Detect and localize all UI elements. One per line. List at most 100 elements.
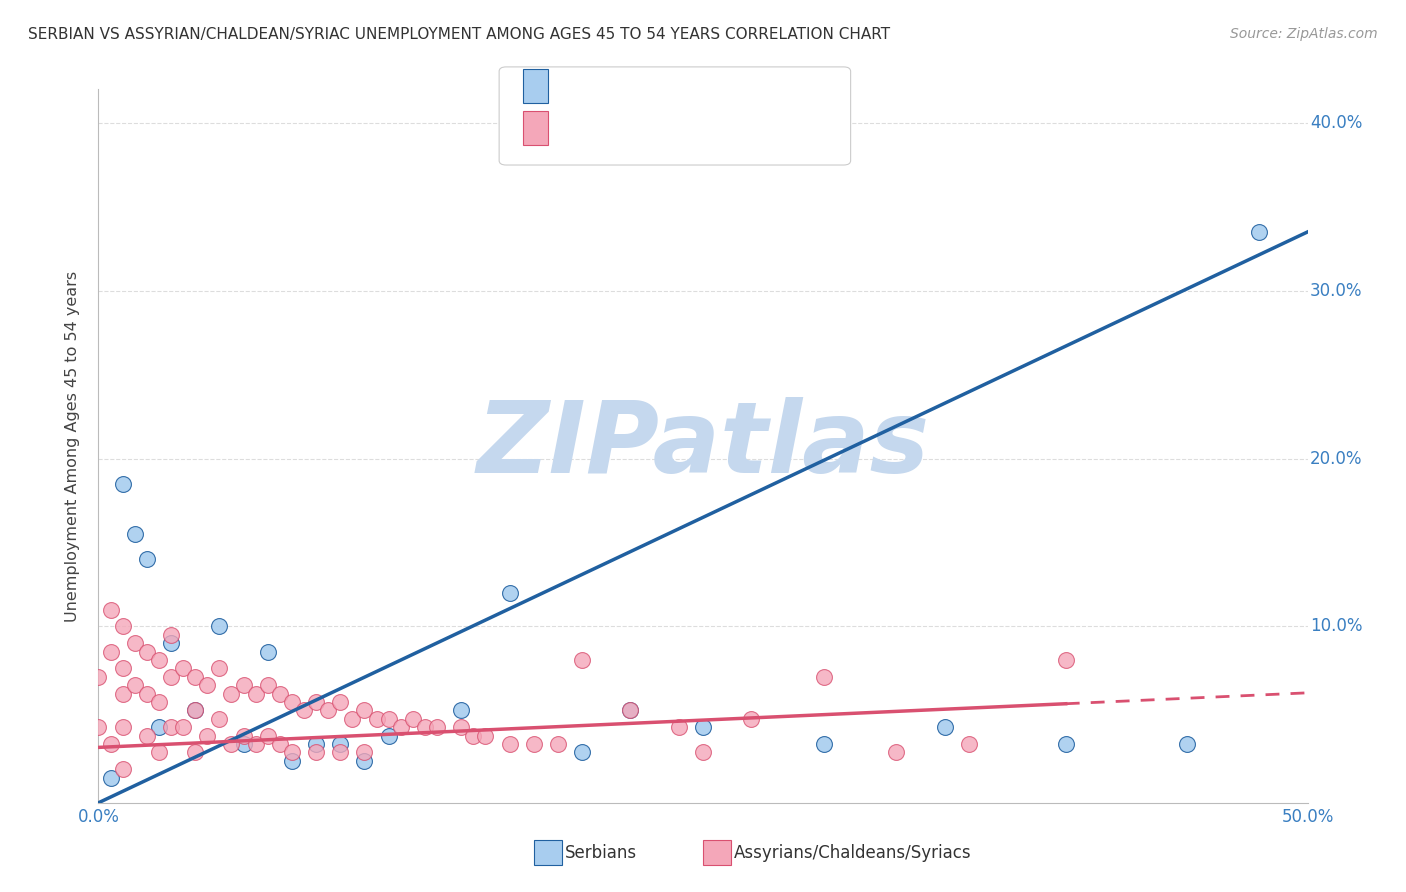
Point [934, 720, 956, 734]
Text: R =: R = [560, 77, 599, 95]
Point [281, 754, 304, 768]
Point [269, 737, 291, 751]
Text: SERBIAN VS ASSYRIAN/CHALDEAN/SYRIAC UNEMPLOYMENT AMONG AGES 45 TO 54 YEARS CORRE: SERBIAN VS ASSYRIAN/CHALDEAN/SYRIAC UNEM… [28, 27, 890, 42]
Point [111, 762, 134, 776]
Point [305, 695, 328, 709]
Point [148, 720, 170, 734]
Point [135, 645, 157, 659]
Text: 25: 25 [700, 77, 725, 95]
Point [184, 670, 207, 684]
Point [463, 729, 485, 743]
Point [547, 737, 569, 751]
Point [232, 729, 254, 743]
Point [245, 737, 267, 751]
Point [571, 746, 593, 760]
Point [740, 712, 762, 726]
Point [377, 712, 399, 726]
Point [281, 695, 304, 709]
Text: ZIPatlas: ZIPatlas [477, 398, 929, 494]
Point [619, 703, 641, 717]
Point [160, 628, 183, 642]
Point [111, 661, 134, 675]
Point [450, 720, 472, 734]
Point [1175, 737, 1198, 751]
Point [256, 729, 278, 743]
Point [668, 720, 690, 734]
Point [160, 670, 183, 684]
Point [148, 746, 170, 760]
Point [148, 695, 170, 709]
Point [195, 678, 218, 692]
Text: 0.174: 0.174 [602, 119, 658, 136]
Point [148, 653, 170, 667]
Point [353, 746, 375, 760]
Text: Serbians: Serbians [565, 844, 637, 862]
Point [498, 586, 520, 600]
Point [100, 603, 122, 617]
Point [450, 703, 472, 717]
Point [366, 712, 388, 726]
Point [292, 703, 315, 717]
Point [172, 661, 194, 675]
Point [329, 695, 352, 709]
Point [184, 703, 207, 717]
Point [111, 476, 134, 491]
Text: N =: N = [655, 77, 707, 95]
Point [1249, 225, 1271, 239]
Point [269, 687, 291, 701]
Point [426, 720, 449, 734]
Point [413, 720, 436, 734]
Point [692, 720, 714, 734]
Point [256, 678, 278, 692]
Point [124, 678, 146, 692]
Point [100, 771, 122, 785]
Point [886, 746, 908, 760]
Point [329, 746, 352, 760]
Point [160, 636, 183, 650]
Point [245, 687, 267, 701]
Text: N =: N = [655, 119, 707, 136]
Point [124, 527, 146, 541]
Point [195, 729, 218, 743]
Point [221, 737, 243, 751]
Point [305, 746, 328, 760]
Point [135, 687, 157, 701]
Text: Source: ZipAtlas.com: Source: ZipAtlas.com [1230, 27, 1378, 41]
Text: 0.768: 0.768 [602, 77, 659, 95]
Point [208, 661, 231, 675]
Point [1054, 653, 1077, 667]
Point [135, 552, 157, 566]
Text: 72: 72 [700, 119, 725, 136]
Point [111, 720, 134, 734]
Point [87, 670, 110, 684]
Text: 10.0%: 10.0% [1310, 617, 1362, 635]
Text: Assyrians/Chaldeans/Syriacs: Assyrians/Chaldeans/Syriacs [734, 844, 972, 862]
Point [389, 720, 412, 734]
Point [100, 645, 122, 659]
Point [232, 678, 254, 692]
Point [402, 712, 425, 726]
Point [111, 687, 134, 701]
Point [184, 703, 207, 717]
Point [377, 729, 399, 743]
Point [353, 703, 375, 717]
Point [498, 737, 520, 751]
Point [281, 746, 304, 760]
Point [329, 737, 352, 751]
Point [160, 720, 183, 734]
Point [305, 737, 328, 751]
Point [87, 720, 110, 734]
Point [342, 712, 364, 726]
Point [957, 737, 980, 751]
Text: R =: R = [560, 119, 599, 136]
Point [135, 729, 157, 743]
Point [353, 754, 375, 768]
Point [1054, 737, 1077, 751]
Point [523, 737, 546, 751]
Point [256, 645, 278, 659]
Point [813, 670, 835, 684]
Text: 30.0%: 30.0% [1310, 282, 1362, 300]
Point [571, 653, 593, 667]
Text: 20.0%: 20.0% [1310, 450, 1362, 467]
Point [208, 619, 231, 633]
